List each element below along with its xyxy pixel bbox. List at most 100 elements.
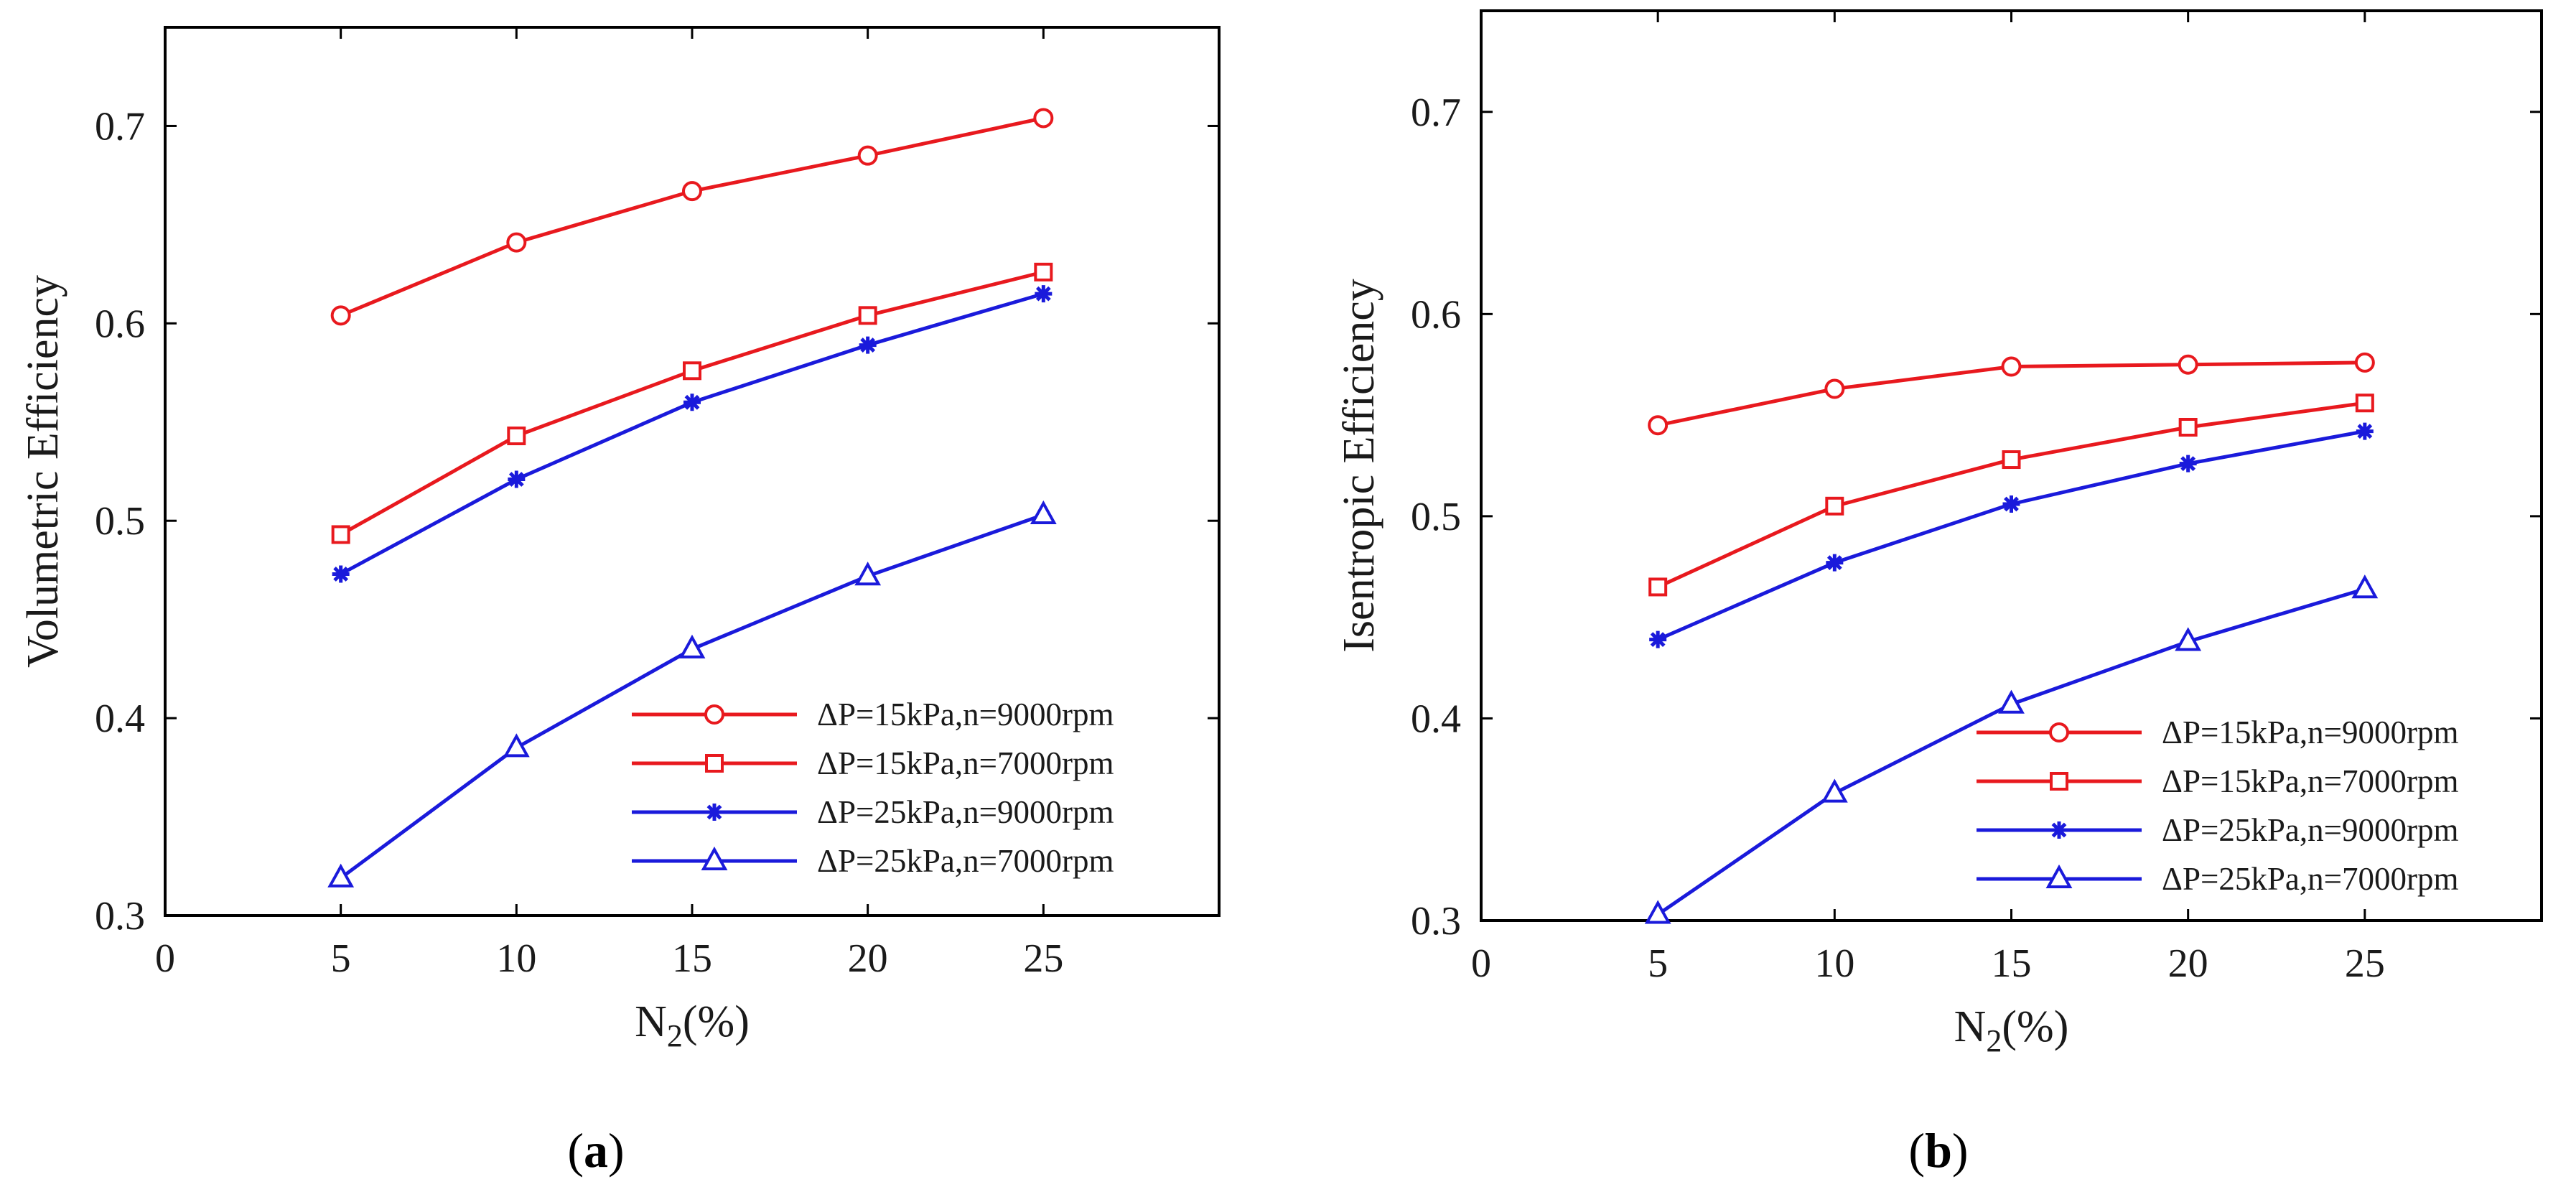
legend-entry: ΔP=25kPa,n=9000rpm xyxy=(632,794,1114,830)
legend-label: ΔP=25kPa,n=7000rpm xyxy=(2162,861,2458,897)
legend: ΔP=15kPa,n=9000rpm ΔP=15kPa,n=7000rpm ΔP=2… xyxy=(1977,714,2458,897)
legend-marker xyxy=(706,804,723,821)
legend-label: ΔP=15kPa,n=9000rpm xyxy=(817,697,1114,732)
series-line xyxy=(1657,401,2366,589)
legend-marker xyxy=(704,704,724,725)
data-point xyxy=(1825,496,1844,516)
y-tick-label: 0.3 xyxy=(95,894,145,939)
data-point xyxy=(2355,394,2374,413)
series-1 xyxy=(330,108,1054,326)
y-tick-label: 0.4 xyxy=(95,697,145,741)
legend-marker xyxy=(2045,864,2073,888)
x-tick-label: 10 xyxy=(1814,941,1854,986)
data-point xyxy=(331,525,350,544)
legend-label: ΔP=25kPa,n=7000rpm xyxy=(817,843,1114,879)
data-point xyxy=(330,305,351,326)
series-1 xyxy=(1648,352,2375,436)
x-tick-label: 20 xyxy=(848,936,888,981)
x-tick-label: 20 xyxy=(2168,941,2208,986)
y-tick-label: 0.5 xyxy=(1411,495,1461,539)
legend-entry: ΔP=25kPa,n=7000rpm xyxy=(1977,861,2458,897)
data-point xyxy=(1644,900,1671,924)
data-point xyxy=(332,565,350,583)
series-line xyxy=(340,292,1045,576)
x-tick-label: 5 xyxy=(1648,941,1668,986)
x-tick-label: 15 xyxy=(1992,941,2032,986)
x-tick-label: 10 xyxy=(496,936,536,981)
legend-entry: ΔP=25kPa,n=9000rpm xyxy=(1977,812,2458,848)
data-point xyxy=(327,863,355,888)
legend-marker xyxy=(705,754,724,773)
legend-marker xyxy=(701,846,728,870)
data-point xyxy=(503,733,530,758)
x-tick-label: 0 xyxy=(155,936,175,981)
data-point xyxy=(2179,455,2197,472)
data-point xyxy=(683,394,701,411)
y-tick-label: 0.4 xyxy=(1411,697,1461,741)
legend-label: ΔP=25kPa,n=9000rpm xyxy=(2162,812,2458,848)
y-axis-title: Volumetric Efficiency xyxy=(19,275,67,668)
data-point xyxy=(1824,378,1845,399)
data-point xyxy=(1649,630,1667,648)
legend-label: ΔP=25kPa,n=9000rpm xyxy=(817,794,1114,830)
data-point xyxy=(1034,262,1053,281)
data-point xyxy=(858,306,877,325)
data-point xyxy=(2175,627,2202,651)
data-point xyxy=(2354,352,2375,373)
x-tick-label: 25 xyxy=(1023,936,1063,981)
data-point xyxy=(2351,574,2379,599)
data-point xyxy=(508,470,526,488)
data-point xyxy=(682,181,702,202)
x-tick-label: 15 xyxy=(672,936,712,981)
y-tick-label: 0.7 xyxy=(95,104,145,149)
panel-label: (b) xyxy=(1908,1123,1968,1178)
legend-marker xyxy=(2050,772,2068,791)
legend-entry: ΔP=15kPa,n=9000rpm xyxy=(1977,714,2458,750)
data-point xyxy=(2002,450,2021,470)
series-2 xyxy=(1648,394,2374,597)
data-point xyxy=(1648,415,1669,436)
legend-label: ΔP=15kPa,n=7000rpm xyxy=(2162,763,2458,799)
data-point xyxy=(683,361,701,381)
x-axis-title: N2(%) xyxy=(1954,1002,2069,1058)
data-point xyxy=(2002,495,2020,513)
y-tick-label: 0.6 xyxy=(95,302,145,346)
data-point xyxy=(2178,418,2198,437)
data-point xyxy=(859,336,877,354)
y-tick-label: 0.7 xyxy=(1411,90,1461,135)
legend-label: ΔP=15kPa,n=9000rpm xyxy=(2162,714,2458,750)
legend-entry: ΔP=25kPa,n=7000rpm xyxy=(632,843,1114,879)
legend-marker xyxy=(2049,722,2069,742)
data-point xyxy=(1998,689,2025,714)
series-4 xyxy=(327,500,1057,888)
data-point xyxy=(854,562,882,586)
panel-label: (a) xyxy=(567,1123,624,1178)
legend-entry: ΔP=15kPa,n=7000rpm xyxy=(1977,763,2458,799)
x-tick-label: 25 xyxy=(2345,941,2385,986)
x-tick-label: 0 xyxy=(1471,941,1491,986)
x-axis-title: N2(%) xyxy=(635,997,750,1053)
series-3 xyxy=(1649,422,2374,648)
series-4 xyxy=(1644,574,2379,924)
legend-entry: ΔP=15kPa,n=7000rpm xyxy=(632,745,1114,781)
data-point xyxy=(1035,285,1053,303)
plot-frame xyxy=(164,26,1221,917)
data-point xyxy=(2001,356,2022,377)
series-line xyxy=(340,116,1044,317)
y-tick-label: 0.5 xyxy=(95,499,145,544)
data-point xyxy=(2178,354,2198,375)
data-point xyxy=(2356,422,2374,440)
legend-marker xyxy=(2050,821,2068,839)
series-2 xyxy=(331,262,1053,544)
series-3 xyxy=(332,285,1053,583)
data-point xyxy=(678,634,706,658)
data-point xyxy=(1648,577,1668,597)
data-point xyxy=(1821,778,1848,803)
y-axis-title: Isentropic Efficiency xyxy=(1335,279,1383,652)
legend-entry: ΔP=15kPa,n=9000rpm xyxy=(632,697,1114,732)
legend: ΔP=15kPa,n=9000rpm ΔP=15kPa,n=7000rpm ΔP=2… xyxy=(632,697,1114,879)
chart-panel-b: 0 5 10 15 20 25 0.3 0.4 0.5 0.6 0.7 N2(%) Isentropic… xyxy=(1335,9,2543,1058)
data-point xyxy=(1033,108,1054,129)
legend-label: ΔP=15kPa,n=7000rpm xyxy=(817,745,1114,781)
